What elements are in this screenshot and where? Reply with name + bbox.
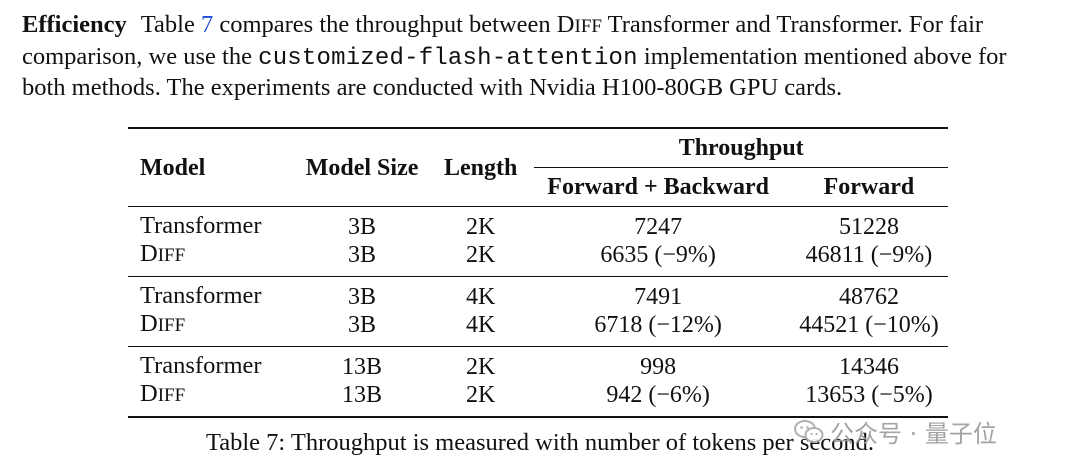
cell-model: DIFF — [128, 240, 290, 277]
table-row: Transformer 3B 2K 7247 51228 — [128, 207, 948, 242]
paragraph-text: implementation mentioned above for — [637, 42, 1007, 70]
header-model-size: Model Size — [289, 127, 435, 207]
table-row: DIFF 13B 2K 942 (−6%) 13653 (−5%) — [128, 380, 948, 418]
cell-forward-backward: 942 (−6%) — [526, 381, 790, 418]
header-forward-backward: Forward + Backward — [526, 168, 790, 207]
model-name: Transformer — [140, 352, 262, 379]
table-reference-link[interactable]: 7 — [200, 11, 214, 38]
cell-model-size: 13B — [342, 354, 383, 380]
model-name: D — [140, 380, 158, 407]
table-row: Transformer 13B 2K 998 14346 — [128, 347, 948, 382]
cell-model-size: 3B — [348, 214, 377, 240]
cell-length: 2K — [434, 241, 527, 277]
cell-forward-backward: 998 — [640, 354, 677, 380]
cell-forward-backward: 6718 (−12%) — [526, 311, 790, 347]
cell-forward: 46811 (−9%) — [789, 241, 948, 277]
cell-forward-backward: 7247 — [634, 214, 683, 240]
model-name: Transformer — [140, 282, 262, 309]
model-name: Transformer — [140, 212, 262, 239]
header-forward: Forward — [789, 168, 948, 207]
wechat-icon — [794, 419, 824, 445]
table-caption: Table 7: Throughput is measured with num… — [205, 429, 875, 456]
paragraph-text: compares the throughput between D — [213, 11, 575, 38]
throughput-table: Model Model Size Length Throughput Forwa… — [128, 127, 948, 418]
cell-forward: 13653 (−5%) — [789, 381, 948, 418]
paragraph-line-3: both methods. The experiments are conduc… — [22, 74, 843, 101]
header-length: Length — [434, 127, 527, 207]
cell-length: 4K — [465, 284, 496, 310]
model-name: D — [140, 240, 158, 267]
paragraph-text: comparison, we use the — [22, 42, 259, 70]
paragraph-title: Efficiency — [22, 11, 127, 38]
paragraph-text: Table — [140, 11, 201, 38]
efficiency-paragraph: Efficiency Table 7 compares the throughpu… — [22, 10, 1062, 103]
model-name: D — [140, 310, 158, 337]
watermark-text: 公众号 · 量子位 — [830, 420, 997, 448]
table-row: DIFF 3B 2K 6635 (−9%) 46811 (−9%) — [128, 241, 948, 277]
cell-forward: 14346 — [838, 354, 899, 380]
cell-length: 2K — [434, 381, 527, 418]
cell-length: 2K — [465, 354, 496, 380]
header-model: Model — [128, 127, 290, 207]
model-name-small-caps: IFF — [157, 245, 186, 266]
model-name-small-caps: IFF — [157, 315, 186, 336]
paragraph-line-2: comparison, we use the customized-flash-… — [22, 42, 1062, 74]
cell-forward-backward: 6635 (−9%) — [526, 241, 790, 277]
table-row: Transformer 3B 4K 7491 48762 — [128, 277, 948, 312]
cell-model-size: 3B — [348, 284, 377, 310]
watermark: 公众号 · 量子位 — [794, 414, 997, 449]
cell-forward: 48762 — [838, 284, 899, 310]
cell-model-size: 3B — [289, 241, 435, 277]
paragraph-line-1: Efficiency Table 7 compares the throughpu… — [22, 10, 1062, 42]
cell-model: Transformer — [128, 207, 289, 242]
model-name-small-caps: IFF — [157, 385, 186, 406]
throughput-label: Throughput — [534, 129, 948, 168]
cell-model-size: 13B — [289, 381, 435, 418]
cell-model: Transformer — [128, 277, 289, 312]
cell-model: Transformer — [128, 347, 289, 382]
paragraph-text: Transformer and Transformer. For fair — [601, 11, 984, 38]
small-caps-text: IFF — [574, 16, 602, 37]
cell-length: 4K — [434, 311, 527, 347]
table-row: DIFF 3B 4K 6718 (−12%) 44521 (−10%) — [128, 311, 948, 347]
cell-length: 2K — [465, 214, 496, 240]
cell-model: DIFF — [128, 310, 290, 347]
cell-model-size: 3B — [289, 311, 435, 347]
cell-forward: 44521 (−10%) — [789, 311, 948, 347]
cell-model: DIFF — [128, 380, 290, 418]
code-identifier: customized-flash-attention — [258, 44, 638, 72]
cell-forward: 51228 — [838, 214, 899, 240]
header-throughput: Throughput — [526, 127, 948, 168]
cell-forward-backward: 7491 — [634, 284, 683, 310]
